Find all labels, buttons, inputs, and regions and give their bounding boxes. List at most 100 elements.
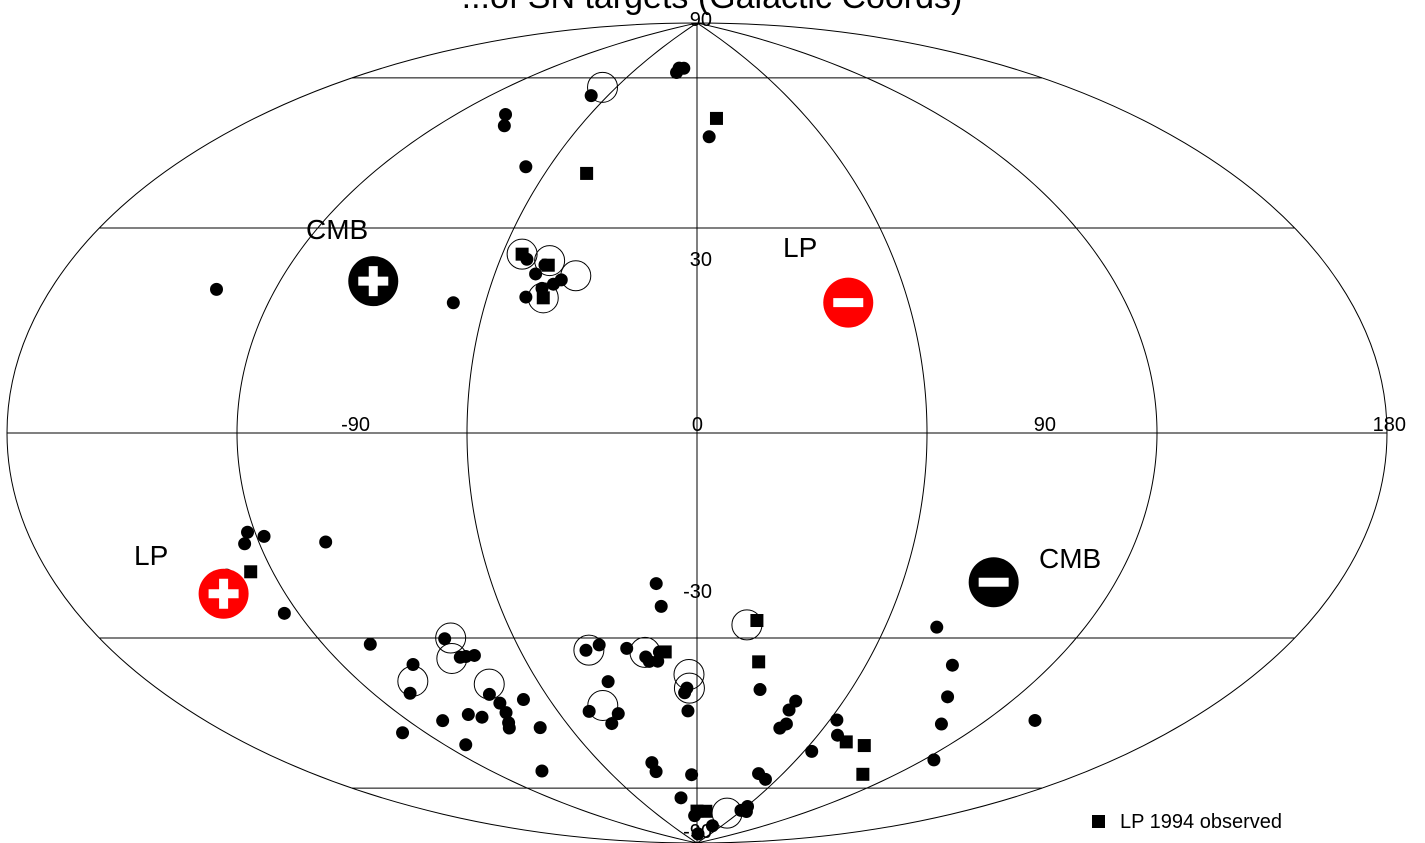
- dipole-label-cmb-plus: CMB: [306, 214, 368, 245]
- data-point-dot: [805, 744, 819, 758]
- data-point-square: [580, 166, 594, 180]
- x-tick-label-minus-90: -90: [341, 414, 370, 436]
- data-point-dot: [467, 648, 481, 662]
- data-point-dot: [519, 160, 533, 174]
- data-point-dot: [277, 606, 291, 620]
- data-point-square: [244, 565, 258, 579]
- data-point-dot: [461, 708, 475, 722]
- data-point-dot: [482, 687, 496, 701]
- data-point-dot: [406, 658, 420, 672]
- data-point-dot: [789, 694, 803, 708]
- data-point-dot: [601, 675, 615, 689]
- data-point-dot: [930, 620, 944, 634]
- data-point-ring: [587, 71, 619, 103]
- data-point-dot: [453, 650, 467, 664]
- data-point-dot: [238, 537, 252, 551]
- data-point-dot: [654, 599, 668, 613]
- dipole-markers: [198, 256, 1019, 619]
- legend-label: LP 1994 observed: [1120, 811, 1282, 833]
- data-point-ring: [673, 672, 705, 704]
- y-tick-label-minus-30: -30: [683, 581, 712, 603]
- dipole-label-lp-minus: LP: [783, 232, 817, 263]
- data-point-dot: [475, 710, 489, 724]
- data-point-dot: [403, 686, 417, 700]
- data-point-square: [857, 739, 871, 753]
- x-tick-label-90: 90: [1034, 414, 1056, 436]
- data-point-dot: [941, 690, 955, 704]
- data-point-dot: [934, 717, 948, 731]
- data-point-dot: [739, 805, 753, 819]
- data-point-dot: [702, 130, 716, 144]
- data-point-ring: [673, 658, 705, 690]
- data-point-dot: [677, 61, 691, 75]
- y-tick-label-minus-90: -90: [683, 821, 712, 843]
- data-point-dot: [257, 529, 271, 543]
- data-point-dot: [319, 535, 333, 549]
- dipole-vbar-cmb-plus: [368, 266, 378, 297]
- data-point-dot: [499, 108, 513, 122]
- data-point-dot: [674, 791, 688, 805]
- data-point-square: [536, 291, 550, 305]
- dipole-vbar-lp-plus: [219, 578, 229, 609]
- data-point-ring: [629, 636, 661, 668]
- x-tick-label-180: 180: [1373, 414, 1406, 436]
- data-point-square: [709, 111, 723, 125]
- data-point-dot: [639, 650, 653, 664]
- dipole-label-lp-plus: LP: [134, 540, 168, 571]
- data-point-dot: [519, 290, 533, 304]
- data-point-square: [541, 258, 555, 272]
- data-point-ring: [473, 668, 505, 700]
- data-point-dot: [579, 643, 593, 657]
- chart-title: ...of SN targets (Galactic Coords): [462, 0, 963, 16]
- data-point-dot: [592, 638, 606, 652]
- projection-grid: [6, 22, 1388, 843]
- data-point-ring: [435, 622, 467, 654]
- data-point-dot: [446, 296, 460, 310]
- data-point-dot: [680, 681, 694, 695]
- data-point-dot: [516, 693, 530, 707]
- data-point-dot: [210, 282, 224, 296]
- y-tick-label-30: 30: [690, 249, 712, 271]
- data-point-dot: [620, 641, 634, 655]
- data-point-ring: [731, 609, 763, 641]
- data-point-dot: [782, 703, 796, 717]
- data-point-dot: [685, 768, 699, 782]
- data-point-dot: [396, 726, 410, 740]
- data-point-dot: [497, 119, 511, 133]
- dipole-bar-lp-minus: [833, 298, 864, 308]
- data-point-ring: [506, 238, 538, 270]
- data-point-ring: [711, 797, 743, 829]
- data-point-square: [658, 645, 672, 659]
- dipole-label-cmb-minus: CMB: [1039, 543, 1101, 574]
- data-point-ring: [587, 689, 619, 721]
- x-tick-label-0: 0: [692, 414, 703, 436]
- data-point-ring: [534, 245, 566, 277]
- data-point-dot: [438, 632, 452, 646]
- data-point-dot: [502, 721, 516, 735]
- data-point-square: [699, 804, 713, 818]
- data-point-dot: [535, 764, 549, 778]
- data-point-square: [856, 767, 870, 781]
- data-point-dot: [499, 706, 513, 720]
- data-point-dot: [945, 658, 959, 672]
- data-point-square: [752, 655, 766, 669]
- data-point-dot: [1028, 713, 1042, 727]
- data-point-ring: [436, 642, 468, 674]
- data-point-dot: [691, 827, 705, 841]
- data-point-dot: [779, 717, 793, 731]
- data-point-dot: [459, 738, 473, 752]
- data-point-dot: [436, 714, 450, 728]
- data-point-dot: [533, 721, 547, 735]
- data-point-dot: [241, 525, 255, 539]
- data-point-dot: [546, 277, 560, 291]
- data-point-dot: [649, 577, 663, 591]
- data-point-ring: [397, 665, 429, 697]
- data-point-ring: [573, 634, 605, 666]
- data-point-square: [839, 735, 853, 749]
- data-point-dot: [830, 713, 844, 727]
- data-point-dot: [605, 717, 619, 731]
- dipole-bar-cmb-minus: [978, 577, 1009, 587]
- data-point-dot: [611, 707, 625, 721]
- data-point-dot: [649, 765, 663, 779]
